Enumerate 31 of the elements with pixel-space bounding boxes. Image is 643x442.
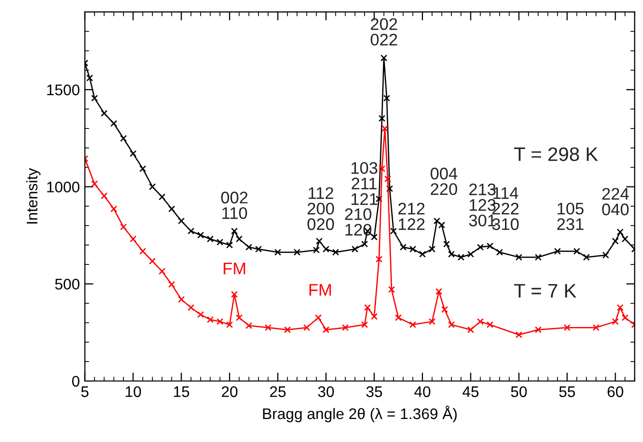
x-tick-label: 10 [126, 386, 141, 398]
x-tick-label: 5 [81, 386, 88, 398]
y-tick-label: 1000 [47, 182, 80, 192]
annotation: FM [310, 284, 331, 296]
x-tick-label: 25 [270, 386, 286, 398]
y-tick-label: 1500 [47, 84, 80, 96]
annotation: 112 200 020 [307, 187, 334, 230]
x-tick-label: 40 [414, 386, 430, 398]
series-label: T = 7 K [514, 284, 576, 298]
y-axis-title: Intensity [26, 168, 40, 224]
x-tick-label: 50 [511, 386, 527, 398]
annotation: 004 220 [430, 168, 458, 196]
y-tick-label: 0 [72, 376, 80, 387]
annotation: 002 110 [221, 192, 248, 220]
x-tick-label: 55 [559, 386, 575, 398]
x-tick-label: 30 [318, 386, 334, 398]
annotation: FM [224, 262, 246, 274]
x-tick-label: 15 [174, 386, 190, 398]
annotation: 212 122 [398, 202, 425, 230]
y-tick-label: 500 [55, 278, 80, 290]
x-tick-label: 20 [222, 386, 238, 398]
x-tick-label: 60 [608, 386, 624, 398]
annotation: 103 211 121 [352, 162, 378, 205]
x-tick-label: 45 [462, 386, 479, 398]
legend-label: T = 298 K [514, 147, 598, 162]
x-tick-label: 35 [366, 386, 382, 398]
annotation: 202 022 [370, 18, 398, 46]
x-axis-title: Bragg angle 2θ (λ = 1.369 Å) [263, 406, 457, 422]
annotation: 105 231 [557, 202, 584, 230]
annotation: 224 040 [602, 188, 629, 216]
annotation: 210 120 [345, 208, 372, 236]
